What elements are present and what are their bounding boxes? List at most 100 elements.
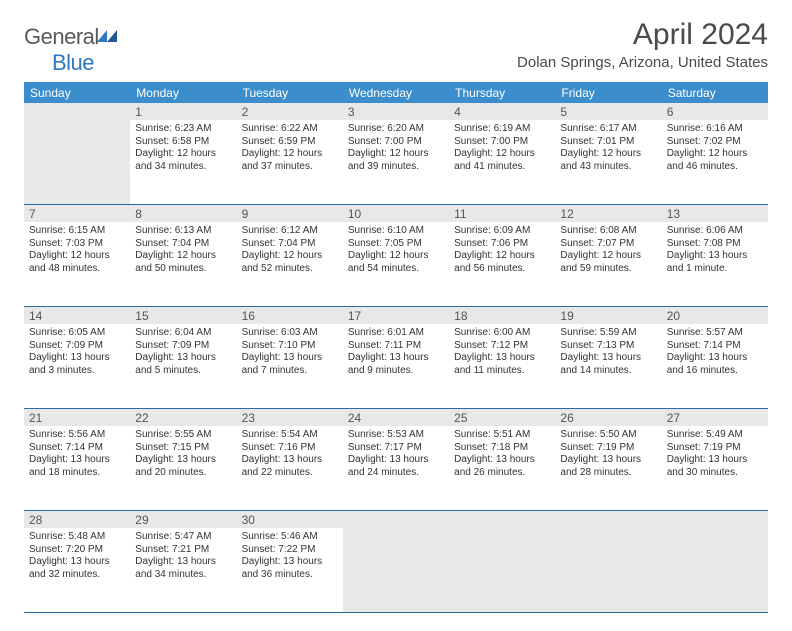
header: General Blue April 2024 Dolan Springs, A…: [24, 18, 768, 76]
daylight-text: Daylight: 13 hours and 22 minutes.: [242, 454, 338, 479]
sunrise-text: Sunrise: 6:06 AM: [667, 225, 763, 238]
day-number: 30: [237, 511, 343, 528]
day-cell: Sunrise: 5:49 AMSunset: 7:19 PMDaylight:…: [662, 426, 768, 510]
sunrise-text: Sunrise: 5:54 AM: [242, 429, 338, 442]
title-block: April 2024 Dolan Springs, Arizona, Unite…: [517, 18, 768, 71]
day-header: Tuesday: [237, 82, 343, 103]
daylight-text: Daylight: 12 hours and 34 minutes.: [135, 148, 231, 173]
logo-text: General Blue: [24, 24, 117, 76]
page-subtitle: Dolan Springs, Arizona, United States: [517, 54, 768, 71]
day-number: 28: [24, 511, 130, 528]
sunrise-text: Sunrise: 6:13 AM: [135, 225, 231, 238]
sunset-text: Sunset: 7:14 PM: [667, 340, 763, 353]
sunset-text: Sunset: 7:11 PM: [348, 340, 444, 353]
day-number: 29: [130, 511, 236, 528]
sunrise-text: Sunrise: 6:09 AM: [454, 225, 550, 238]
daylight-text: Daylight: 12 hours and 43 minutes.: [560, 148, 656, 173]
weeks-container: 123456Sunrise: 6:23 AMSunset: 6:58 PMDay…: [24, 103, 768, 613]
day-header: Thursday: [449, 82, 555, 103]
week-row: Sunrise: 6:23 AMSunset: 6:58 PMDaylight:…: [24, 120, 768, 205]
sunset-text: Sunset: 7:19 PM: [560, 442, 656, 455]
logo-mark-icon: [97, 24, 117, 40]
day-number: 8: [130, 205, 236, 222]
daylight-text: Daylight: 13 hours and 28 minutes.: [560, 454, 656, 479]
daylight-text: Daylight: 13 hours and 34 minutes.: [135, 556, 231, 581]
logo-word-b: Blue: [52, 50, 94, 75]
sunrise-text: Sunrise: 5:50 AM: [560, 429, 656, 442]
page-title: April 2024: [517, 18, 768, 52]
day-number: 16: [237, 307, 343, 324]
sunrise-text: Sunrise: 5:59 AM: [560, 327, 656, 340]
daylight-text: Daylight: 13 hours and 7 minutes.: [242, 352, 338, 377]
sunrise-text: Sunrise: 5:46 AM: [242, 531, 338, 544]
day-cell: Sunrise: 5:46 AMSunset: 7:22 PMDaylight:…: [237, 528, 343, 612]
sunrise-text: Sunrise: 5:55 AM: [135, 429, 231, 442]
day-number: 26: [555, 409, 661, 426]
day-cell: Sunrise: 5:48 AMSunset: 7:20 PMDaylight:…: [24, 528, 130, 612]
daylight-text: Daylight: 12 hours and 50 minutes.: [135, 250, 231, 275]
sunset-text: Sunset: 7:02 PM: [667, 136, 763, 149]
sunrise-text: Sunrise: 6:17 AM: [560, 123, 656, 136]
day-cell: Sunrise: 6:13 AMSunset: 7:04 PMDaylight:…: [130, 222, 236, 306]
daylight-text: Daylight: 13 hours and 9 minutes.: [348, 352, 444, 377]
day-number: 23: [237, 409, 343, 426]
daylight-text: Daylight: 12 hours and 56 minutes.: [454, 250, 550, 275]
sunset-text: Sunset: 7:12 PM: [454, 340, 550, 353]
daynum-row: 21222324252627: [24, 409, 768, 426]
sunrise-text: Sunrise: 5:53 AM: [348, 429, 444, 442]
sunset-text: Sunset: 7:13 PM: [560, 340, 656, 353]
day-number: [662, 511, 768, 528]
sunrise-text: Sunrise: 6:03 AM: [242, 327, 338, 340]
daylight-text: Daylight: 12 hours and 39 minutes.: [348, 148, 444, 173]
sunset-text: Sunset: 7:15 PM: [135, 442, 231, 455]
sunset-text: Sunset: 7:03 PM: [29, 238, 125, 251]
daylight-text: Daylight: 13 hours and 1 minute.: [667, 250, 763, 275]
sunrise-text: Sunrise: 6:04 AM: [135, 327, 231, 340]
sunset-text: Sunset: 6:58 PM: [135, 136, 231, 149]
daynum-row: 78910111213: [24, 205, 768, 222]
sunset-text: Sunset: 7:04 PM: [242, 238, 338, 251]
day-cell: Sunrise: 5:55 AMSunset: 7:15 PMDaylight:…: [130, 426, 236, 510]
day-cell: Sunrise: 6:08 AMSunset: 7:07 PMDaylight:…: [555, 222, 661, 306]
day-cell: Sunrise: 5:53 AMSunset: 7:17 PMDaylight:…: [343, 426, 449, 510]
day-cell: Sunrise: 6:01 AMSunset: 7:11 PMDaylight:…: [343, 324, 449, 408]
sunrise-text: Sunrise: 6:12 AM: [242, 225, 338, 238]
day-cell: [555, 528, 661, 612]
daynum-row: 14151617181920: [24, 307, 768, 324]
day-number: 15: [130, 307, 236, 324]
sunset-text: Sunset: 7:04 PM: [135, 238, 231, 251]
sunrise-text: Sunrise: 5:48 AM: [29, 531, 125, 544]
sunset-text: Sunset: 7:09 PM: [29, 340, 125, 353]
day-number: 3: [343, 103, 449, 120]
day-number: [449, 511, 555, 528]
day-cell: Sunrise: 6:23 AMSunset: 6:58 PMDaylight:…: [130, 120, 236, 204]
daylight-text: Daylight: 12 hours and 59 minutes.: [560, 250, 656, 275]
daylight-text: Daylight: 13 hours and 18 minutes.: [29, 454, 125, 479]
sunset-text: Sunset: 7:21 PM: [135, 544, 231, 557]
sunrise-text: Sunrise: 6:22 AM: [242, 123, 338, 136]
day-cell: [662, 528, 768, 612]
daynum-row: 282930: [24, 511, 768, 528]
day-number: 22: [130, 409, 236, 426]
logo: General Blue: [24, 18, 117, 76]
day-number: [343, 511, 449, 528]
day-number: 21: [24, 409, 130, 426]
sunrise-text: Sunrise: 5:51 AM: [454, 429, 550, 442]
sunset-text: Sunset: 7:16 PM: [242, 442, 338, 455]
day-number: [555, 511, 661, 528]
day-number: 27: [662, 409, 768, 426]
sunrise-text: Sunrise: 6:00 AM: [454, 327, 550, 340]
sunset-text: Sunset: 7:08 PM: [667, 238, 763, 251]
day-number: 6: [662, 103, 768, 120]
day-number: 24: [343, 409, 449, 426]
sunset-text: Sunset: 7:10 PM: [242, 340, 338, 353]
day-cell: Sunrise: 6:09 AMSunset: 7:06 PMDaylight:…: [449, 222, 555, 306]
day-number: 25: [449, 409, 555, 426]
day-header: Friday: [555, 82, 661, 103]
day-cell: Sunrise: 5:59 AMSunset: 7:13 PMDaylight:…: [555, 324, 661, 408]
day-cell: Sunrise: 5:50 AMSunset: 7:19 PMDaylight:…: [555, 426, 661, 510]
sunrise-text: Sunrise: 6:15 AM: [29, 225, 125, 238]
sunrise-text: Sunrise: 5:49 AM: [667, 429, 763, 442]
sunset-text: Sunset: 7:09 PM: [135, 340, 231, 353]
day-cell: [343, 528, 449, 612]
